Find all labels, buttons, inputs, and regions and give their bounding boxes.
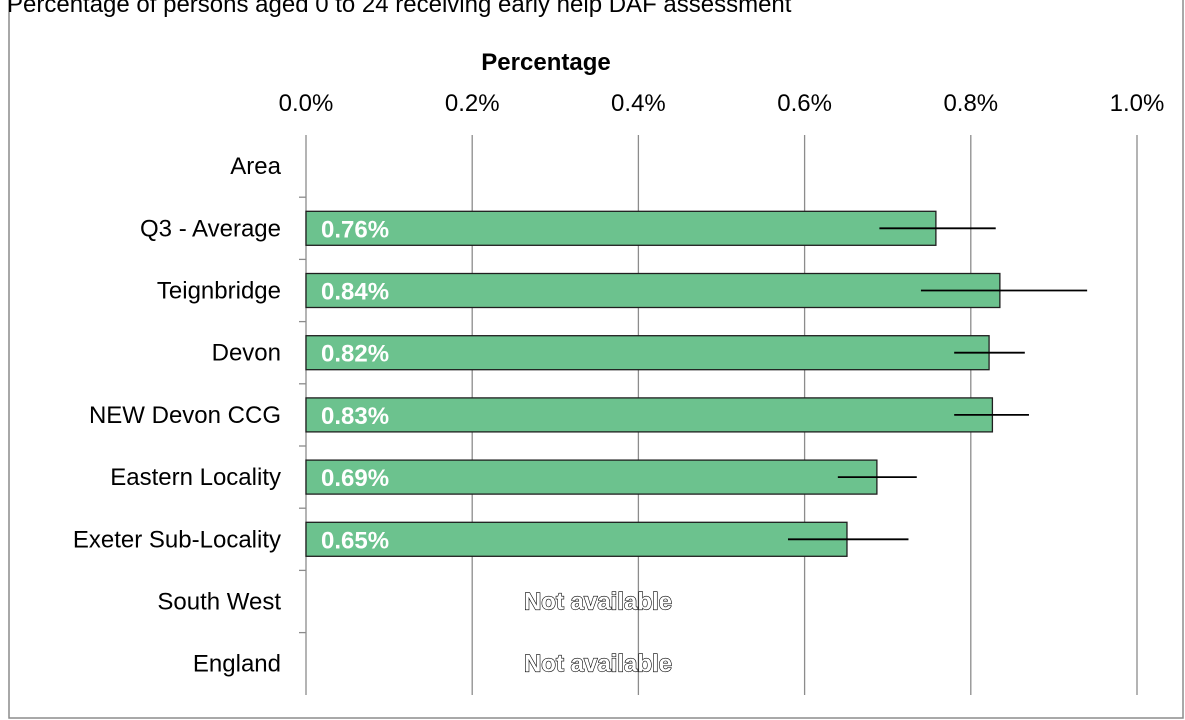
bar-data-label: 0.69%: [321, 465, 389, 492]
category-label: Devon: [212, 340, 281, 367]
bar-data-label: 0.65%: [321, 527, 389, 554]
bar-data-label: 0.82%: [321, 341, 389, 368]
bar-data-label: 0.76%: [321, 216, 389, 243]
bar: [305, 272, 1001, 309]
category-label: Area: [230, 153, 281, 180]
category-label: Q3 - Average: [140, 215, 281, 242]
bar: [305, 335, 990, 371]
x-axis-ticks: 0.0% 0.2% 0.4% 0.6% 0.8% 1.0%: [279, 90, 1165, 117]
x-tick-label: 0.6%: [777, 90, 832, 117]
bar: [305, 521, 848, 557]
x-tick-label: 0.2%: [445, 90, 500, 117]
category-label: Exeter Sub-Locality: [73, 526, 281, 553]
category-label: NEW Devon CCG: [89, 402, 281, 429]
bar-data-label: 0.84%: [321, 279, 389, 306]
x-tick-label: 0.0%: [279, 90, 334, 117]
x-tick-label: 0.8%: [943, 90, 998, 117]
x-tick-label: 1.0%: [1110, 90, 1165, 117]
category-axis: Area Q3 - Average Teignbridge Devon NEW Devo…: [73, 135, 307, 695]
category-label: Eastern Locality: [110, 464, 281, 491]
bar-data-label: 0.83%: [321, 403, 389, 430]
bar: [305, 459, 878, 495]
category-label: South West: [157, 589, 281, 616]
category-label: Teignbridge: [157, 278, 281, 305]
bar: [305, 397, 994, 433]
bars: 0.76% 0.84% 0.82% 0.83% 0.69% 0.65% Not availa…: [305, 210, 1088, 678]
x-axis-title: Percentage: [481, 49, 610, 76]
bar: [305, 210, 937, 246]
category-label: England: [193, 651, 281, 678]
x-tick-label: 0.4%: [611, 90, 666, 117]
not-available-label: Not available: [524, 651, 672, 678]
not-available-label: Not available: [524, 589, 672, 616]
chart-title: Percentage of persons aged 0 to 24 recei…: [7, 0, 792, 18]
